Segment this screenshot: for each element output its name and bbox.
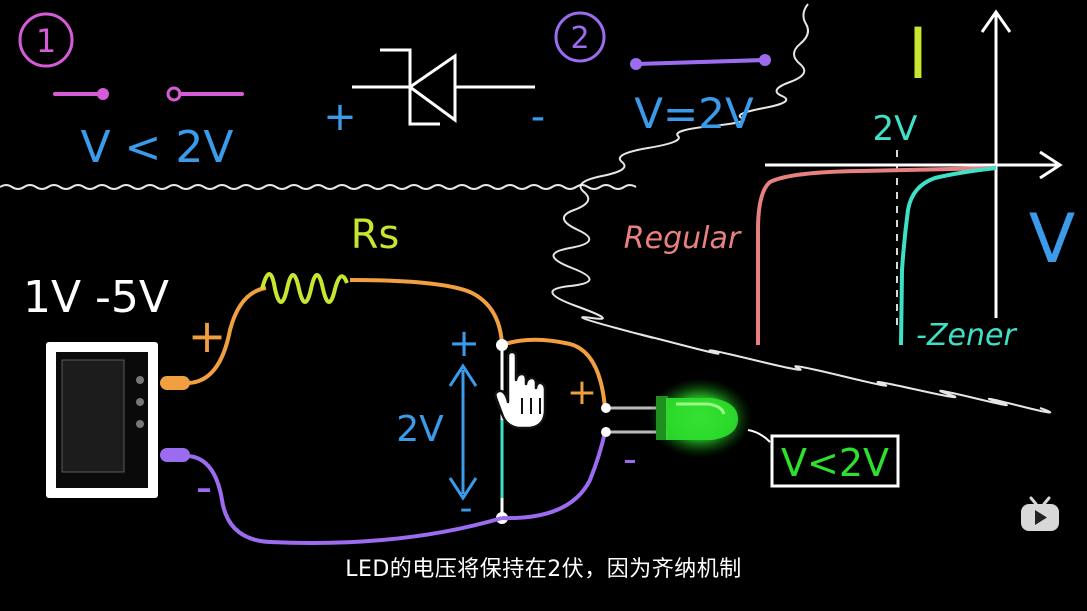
wavy-divider-horizontal [0, 184, 637, 190]
diode-triangle [407, 53, 457, 123]
led-rim [656, 396, 668, 440]
power-supply-inner-panel [61, 359, 125, 473]
graph-breakdown-label: 2V [873, 109, 918, 149]
hand-pointer-icon [494, 350, 547, 430]
orange-wire-to-led [501, 337, 607, 409]
led-plus-label: + [567, 372, 597, 413]
graph-y-axis-label: I [908, 13, 929, 95]
purple-wire-to-led [501, 431, 607, 521]
circuit-node-top [496, 339, 508, 351]
video-subtitle: LED的电压将保持在2伏，因为齐纳机制 [345, 557, 742, 582]
closed-wire [635, 58, 766, 66]
scenario-2-condition: V=2V [634, 89, 754, 138]
zener-voltage-arrow-top [448, 363, 478, 387]
curve-regular [756, 166, 997, 345]
led-condition-box [770, 434, 900, 488]
zener-diode-symbol: + - [323, 48, 545, 140]
zener-plus-label: + [448, 321, 480, 365]
resistor [260, 272, 349, 304]
resistor-label: Rs [351, 212, 400, 258]
bilibili-tv-icon-graphic [1021, 496, 1059, 531]
scenario-1-number: 1 [36, 22, 56, 60]
closed-wire-right-terminal [759, 54, 771, 66]
bilibili-tv-icon[interactable] [1020, 496, 1060, 532]
source-minus-label: - [196, 460, 213, 514]
iv-graph: I V 2V Regular -Zener [624, 9, 1076, 353]
source-voltage-label: 1V -5V [23, 272, 169, 323]
curve-regular-label: Regular [624, 221, 742, 256]
graph-x-axis-arrow [1039, 150, 1063, 180]
diode-minus-label: - [531, 94, 545, 140]
led-terminal-minus [601, 427, 611, 437]
zener-voltage-arrow-bottom [448, 477, 478, 501]
scenario-2-number-circle [554, 11, 606, 63]
led-highlight [676, 402, 726, 415]
scenario-2: 2 V=2V [554, 11, 771, 138]
led-terminal-plus [601, 403, 611, 413]
circuit: 1V -5V + Rs + 2V - [23, 212, 900, 545]
power-supply [46, 342, 158, 498]
curve-zener-label: -Zener [916, 318, 1017, 353]
orange-wire-to-node [349, 278, 504, 346]
source-plus-label: + [188, 309, 227, 363]
zener-minus-label: - [460, 488, 473, 529]
purple-terminal-plug [160, 448, 190, 462]
led-condition-label: V<2V [781, 441, 889, 485]
orange-terminal-plug [160, 376, 190, 390]
led [648, 378, 752, 458]
orange-wire-to-resistor [187, 286, 267, 385]
diode-plus-label: + [323, 94, 357, 140]
power-supply-knob-top [136, 376, 144, 384]
scenario-1: 1 V < 2V [18, 12, 244, 173]
wavy-divider-graph-border [551, 3, 1052, 414]
purple-wire-bottom [187, 454, 503, 545]
scenario-1-number-circle [18, 12, 74, 68]
power-supply-knob-mid [136, 398, 144, 406]
scenario-2-number: 2 [570, 21, 589, 56]
graph-y-axis-arrow [980, 9, 1012, 33]
power-supply-knob-bottom [136, 420, 144, 428]
scenario-1-condition: V < 2V [80, 122, 233, 173]
diode-zener-bar [380, 48, 440, 126]
curve-zener [899, 166, 997, 346]
open-switch-left-terminal [97, 88, 109, 100]
zener-voltage-label: 2V [396, 409, 444, 450]
led-condition-pointer [747, 429, 771, 443]
graph-x-axis-label: V [1029, 200, 1076, 279]
led-minus-label: - [623, 437, 637, 481]
